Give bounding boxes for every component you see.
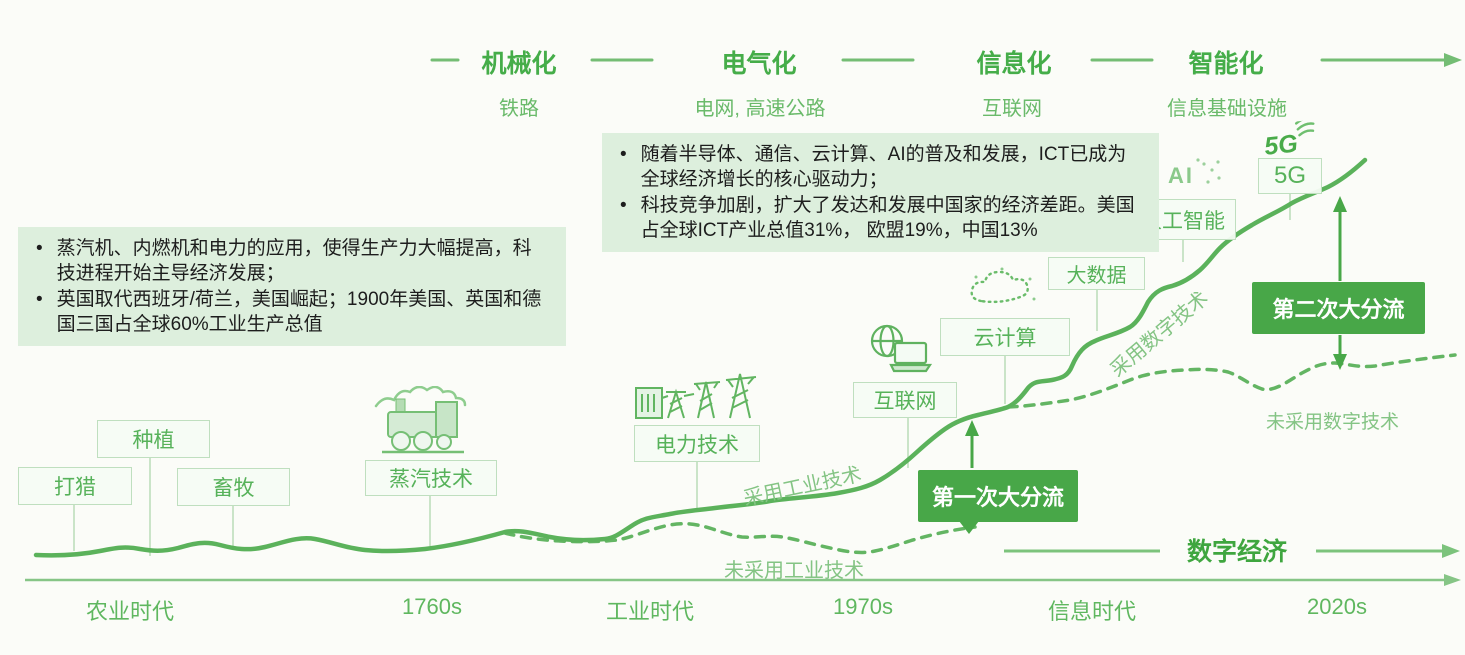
digital-economy-title: 数字经济	[1186, 538, 1288, 566]
first-divergence-tail	[959, 521, 979, 534]
power-grid-icon	[632, 368, 766, 426]
steam-engine-icon	[366, 386, 486, 460]
timeline-1760s: 1760s	[402, 594, 462, 619]
note-bullet: 蒸汽机、内燃机和电力的应用，使得生产力大幅提高，科 技进程开始主导经济发展；	[28, 236, 552, 287]
first-divergence-label: 第一次大分流	[931, 485, 1064, 510]
tech-connector-lines	[73, 194, 1291, 556]
note-bullet: 英国取代西班牙/荷兰，美国崛起；1900年美国、英国和德 国三国占全球60%工业…	[28, 287, 552, 338]
tech-box-internet: 互联网	[853, 382, 957, 418]
stage-mechanization-sub: 铁路	[499, 98, 539, 120]
non-digital-curve	[1006, 353, 1457, 409]
tech-box-label: 蒸汽技术	[389, 468, 473, 491]
timeline-2020s: 2020s	[1307, 594, 1367, 619]
label-no-digital: 未采用数字技术	[1266, 412, 1400, 433]
second-divergence-arrow-down	[1333, 335, 1347, 370]
ai-dots-icon: AI	[1164, 156, 1222, 192]
tech-box-electric: 电力技术	[634, 425, 760, 462]
five-g-logo-icon: 5G	[1260, 118, 1324, 163]
tech-box-5g: 5G	[1258, 158, 1322, 194]
stage-electrification-sub: 电网, 高速公路	[694, 98, 826, 120]
non-industrial-curve	[503, 522, 977, 555]
tech-box-label: 云计算	[973, 327, 1037, 350]
first-divergence-arrow-up	[965, 420, 979, 468]
tech-box-label: 电力技术	[655, 433, 739, 457]
timeline-era-information: 信息时代	[1047, 599, 1137, 624]
tech-box-label: 畜牧	[212, 477, 255, 500]
tech-box-planting: 种植	[97, 420, 210, 458]
cloud-dotted-icon	[964, 265, 1042, 313]
note-bullet: 科技竞争加剧，扩大了发达和发展中国家的经济差距。美国占全球ICT产业总值31%，…	[612, 193, 1145, 244]
stage-electrification: 电气化	[721, 50, 797, 78]
tech-box-label: 互联网	[873, 390, 937, 413]
label-no-industrial: 未采用工业技术	[724, 560, 864, 582]
ai-icon-label: AI	[1168, 163, 1194, 188]
tech-box-hunting: 打猎	[18, 467, 132, 505]
tech-box-label: 人工智能	[1141, 209, 1225, 233]
timeline-era-agriculture: 农业时代	[85, 599, 175, 624]
stage-informatization: 信息化	[976, 50, 1052, 78]
stage-intelligentization: 智能化	[1188, 50, 1264, 78]
tech-box-label: 打猎	[54, 476, 96, 499]
tech-box-label: 5G	[1273, 162, 1306, 189]
stage-informatization-sub: 互联网	[982, 98, 1042, 120]
second-divergence-box: 第二次大分流	[1252, 282, 1425, 334]
note-ict-era: 随着半导体、通信、云计算、AI的普及和发展，ICT已成为全球经济增长的核心驱动力…	[602, 133, 1159, 253]
note-industrial-era: 蒸汽机、内燃机和电力的应用，使得生产力大幅提高，科 技进程开始主导经济发展； 英…	[18, 227, 566, 347]
digital-economy-arrow	[1316, 544, 1460, 558]
tech-box-steam: 蒸汽技术	[365, 460, 497, 496]
timeline-1970s: 1970s	[833, 594, 893, 619]
first-divergence-box: 第一次大分流	[918, 470, 1078, 522]
flow-arrow-icon	[1444, 53, 1462, 67]
stage-intelligentization-sub: 信息基础设施	[1167, 98, 1287, 120]
note-bullet: 随着半导体、通信、云计算、AI的普及和发展，ICT已成为全球经济增长的核心驱动力…	[612, 142, 1145, 193]
second-divergence-label: 第二次大分流	[1272, 297, 1405, 322]
five-g-logo-label: 5G	[1263, 130, 1299, 161]
internet-globe-icon	[866, 322, 934, 378]
tech-box-label: 种植	[132, 429, 175, 452]
tech-box-cloud: 云计算	[940, 318, 1070, 356]
tech-box-husbandry: 畜牧	[177, 468, 290, 506]
tech-box-bigdata: 大数据	[1048, 257, 1145, 290]
second-divergence-arrow-up	[1333, 196, 1347, 281]
stage-mechanization: 机械化	[481, 50, 557, 78]
time-axis	[25, 574, 1461, 586]
tech-box-label: 大数据	[1066, 265, 1127, 287]
timeline-era-industrial: 工业时代	[605, 599, 695, 624]
adopters-curve	[33, 157, 1368, 558]
